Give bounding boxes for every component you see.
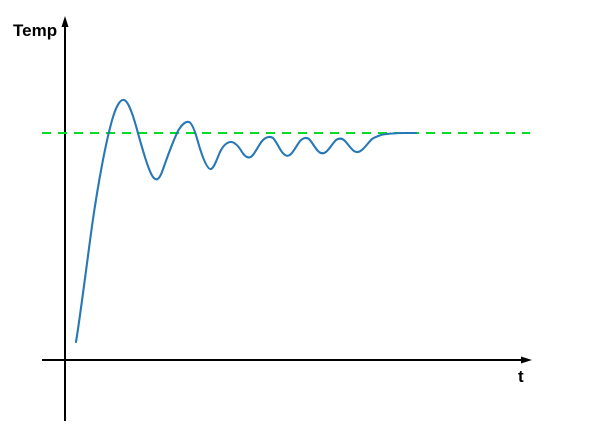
- y-axis-arrowhead: [61, 16, 69, 27]
- temperature-response-curve: [74, 98, 418, 344]
- y-axis-label: Temp: [13, 21, 58, 40]
- x-axis: [42, 356, 532, 364]
- x-axis-arrowhead: [521, 356, 532, 364]
- y-axis: [61, 16, 69, 421]
- x-axis-label: t: [518, 367, 524, 386]
